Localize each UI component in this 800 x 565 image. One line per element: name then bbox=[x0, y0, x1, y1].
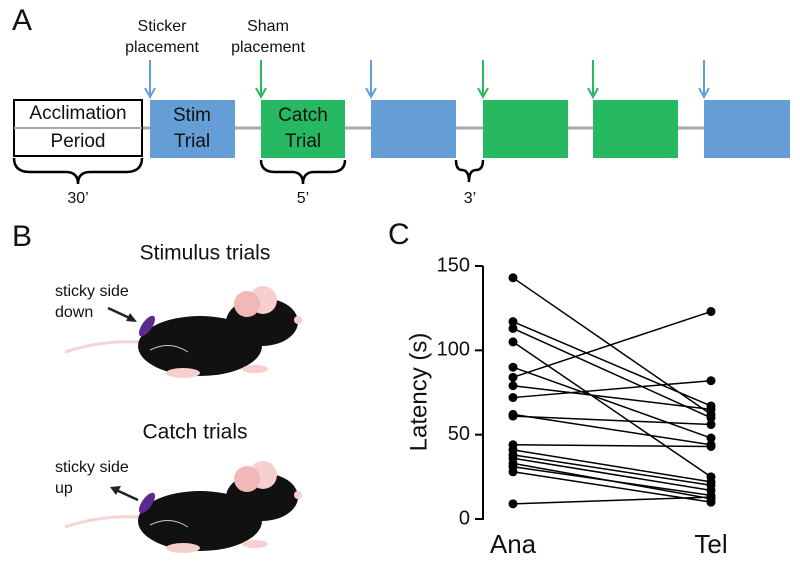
panel-letter: C bbox=[388, 218, 410, 251]
stim-label: Trial bbox=[174, 131, 210, 152]
catch-note: sticky side bbox=[55, 459, 129, 476]
catch-label: Trial bbox=[285, 131, 321, 152]
pair-line bbox=[512, 379, 712, 399]
trial-boxes bbox=[150, 100, 790, 158]
pair-line bbox=[512, 366, 712, 439]
dot bbox=[508, 337, 518, 347]
catch-title: Catch trials bbox=[142, 421, 247, 444]
dot bbox=[706, 307, 716, 317]
braces bbox=[12, 157, 485, 185]
stimulus-note: down bbox=[55, 304, 93, 321]
catch-box bbox=[483, 100, 568, 158]
pair-line bbox=[512, 341, 712, 478]
dot bbox=[706, 413, 716, 423]
dot bbox=[508, 393, 518, 403]
dot bbox=[706, 492, 716, 502]
dot bbox=[508, 362, 518, 372]
pair-line bbox=[512, 415, 712, 426]
pair-line bbox=[512, 444, 712, 448]
arrows bbox=[144, 60, 710, 100]
pair-line bbox=[512, 449, 712, 483]
acclimation-label: Acclimation bbox=[29, 103, 126, 124]
y-tick-label: 100 bbox=[437, 339, 470, 361]
pair-line bbox=[512, 457, 712, 492]
duration: 3’ bbox=[464, 190, 476, 207]
panel-letter: B bbox=[12, 220, 32, 253]
dot bbox=[706, 420, 716, 430]
dot bbox=[508, 317, 518, 327]
dot bbox=[706, 404, 716, 414]
sham-label: placement bbox=[231, 39, 305, 56]
stim-box bbox=[150, 100, 235, 158]
sticker-label: placement bbox=[125, 39, 199, 56]
y-tick-label: 50 bbox=[448, 423, 470, 445]
dot bbox=[706, 441, 716, 451]
stim-label: Stim bbox=[173, 105, 211, 126]
stimulus-title: Stimulus trials bbox=[140, 242, 271, 265]
dot bbox=[508, 273, 518, 283]
pair-line bbox=[512, 454, 712, 487]
dot bbox=[508, 323, 518, 333]
pair-line bbox=[512, 310, 712, 379]
dot bbox=[508, 499, 518, 509]
dot bbox=[508, 467, 518, 477]
stimulus-note: sticky side bbox=[55, 283, 129, 300]
pair-line bbox=[512, 320, 712, 407]
y-axis-label: Latency (s) bbox=[405, 333, 432, 452]
duration: 30’ bbox=[67, 190, 88, 207]
stim-box bbox=[371, 100, 456, 158]
duration: 5’ bbox=[297, 190, 309, 207]
stim-box bbox=[704, 100, 790, 158]
pair-line bbox=[512, 471, 712, 503]
y-tick-label: 0 bbox=[459, 507, 470, 529]
catch-box bbox=[261, 100, 345, 158]
acclimation-label: Period bbox=[51, 131, 106, 152]
chart: 0 50 100 150 Ana Tel bbox=[437, 254, 728, 559]
pair-line bbox=[512, 465, 712, 497]
catch-label: Catch bbox=[278, 105, 328, 126]
sticker-label: Sticker bbox=[138, 18, 188, 35]
mouse-bottom bbox=[64, 461, 302, 553]
catch-note: up bbox=[55, 480, 73, 497]
pair-line bbox=[512, 496, 712, 505]
dot bbox=[706, 433, 716, 443]
x-tick-label: Ana bbox=[490, 529, 537, 559]
x-tick-label: Tel bbox=[694, 529, 727, 559]
dot bbox=[706, 376, 716, 386]
catch-box bbox=[593, 100, 678, 158]
sham-label: Sham bbox=[247, 18, 289, 35]
dot bbox=[508, 411, 518, 421]
dot bbox=[508, 372, 518, 382]
y-tick-label: 150 bbox=[437, 254, 470, 276]
pair-line bbox=[512, 413, 712, 446]
dot bbox=[508, 381, 518, 391]
pair-line bbox=[512, 385, 712, 411]
mouse-top bbox=[64, 286, 302, 378]
pair-line bbox=[512, 327, 712, 419]
panel-letter: A bbox=[12, 4, 32, 37]
